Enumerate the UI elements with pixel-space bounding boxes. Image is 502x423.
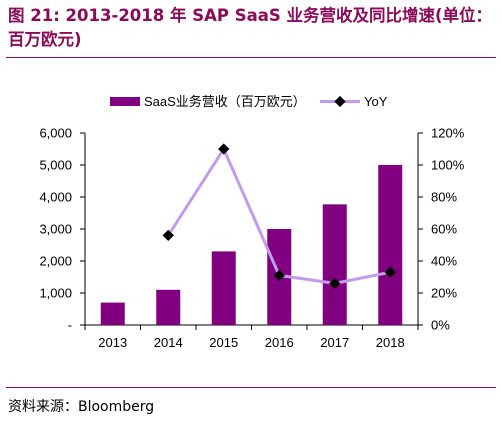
x-axis-tick-label: 2016 <box>265 335 294 350</box>
right-axis-tick-label: 120% <box>431 126 465 141</box>
x-axis-tick-label: 2017 <box>320 335 349 350</box>
yoy-marker <box>384 266 396 278</box>
x-axis-tick-label: 2013 <box>98 335 127 350</box>
source-divider <box>6 387 496 388</box>
right-axis-tick-label: 20% <box>431 286 457 301</box>
revenue-bar <box>100 302 125 325</box>
chart-legend: SaaS业务营收（百万欧元） YoY <box>110 94 388 109</box>
yoy-series <box>162 143 396 290</box>
revenue-bar <box>322 204 347 325</box>
x-axis-tick-label: 2015 <box>209 335 238 350</box>
legend-label-yoy: YoY <box>364 94 388 109</box>
left-axis-tick-label: 1,000 <box>39 286 72 301</box>
right-axis-tick-label: 100% <box>431 158 465 173</box>
left-axis-tick-label: 4,000 <box>39 190 72 205</box>
bar-series <box>100 165 403 325</box>
figure-title: 图 21: 2013-2018 年 SAP SaaS 业务营收及同比增速(单位：… <box>8 6 493 49</box>
title-divider <box>6 57 496 58</box>
revenue-bar <box>156 289 181 325</box>
right-axis-tick-label: 0% <box>431 318 450 333</box>
source-note: 资料来源：Bloomberg <box>8 399 155 415</box>
legend-swatch-revenue <box>110 97 140 106</box>
legend-label-revenue: SaaS业务营收（百万欧元） <box>144 94 306 109</box>
left-axis-tick-label: 6,000 <box>39 126 72 141</box>
right-axis-tick-label: 60% <box>431 222 457 237</box>
left-axis-tick-label: - <box>68 318 72 333</box>
right-axis-tick-label: 40% <box>431 254 457 269</box>
chart-axes: - 1,000 2,000 3,000 4,000 5,000 6,000 0% 20% 40% 6… <box>39 126 464 351</box>
right-axis-tick-label: 80% <box>431 190 457 205</box>
x-axis-tick-label: 2014 <box>154 335 183 350</box>
bar-line-chart: SaaS业务营收（百万欧元） YoY - 1,000 2,000 3,000 4,000… <box>39 94 464 351</box>
yoy-marker <box>273 269 285 282</box>
yoy-marker <box>162 229 174 242</box>
x-axis-tick-label: 2018 <box>376 335 405 350</box>
yoy-marker <box>218 143 230 155</box>
revenue-bar <box>211 251 236 325</box>
left-axis-tick-label: 5,000 <box>39 158 72 173</box>
yoy-marker <box>329 277 341 290</box>
legend-swatch-yoy-marker <box>334 95 346 108</box>
left-axis-tick-label: 3,000 <box>39 222 72 237</box>
left-axis-tick-label: 2,000 <box>39 254 72 269</box>
revenue-bar <box>378 165 403 325</box>
